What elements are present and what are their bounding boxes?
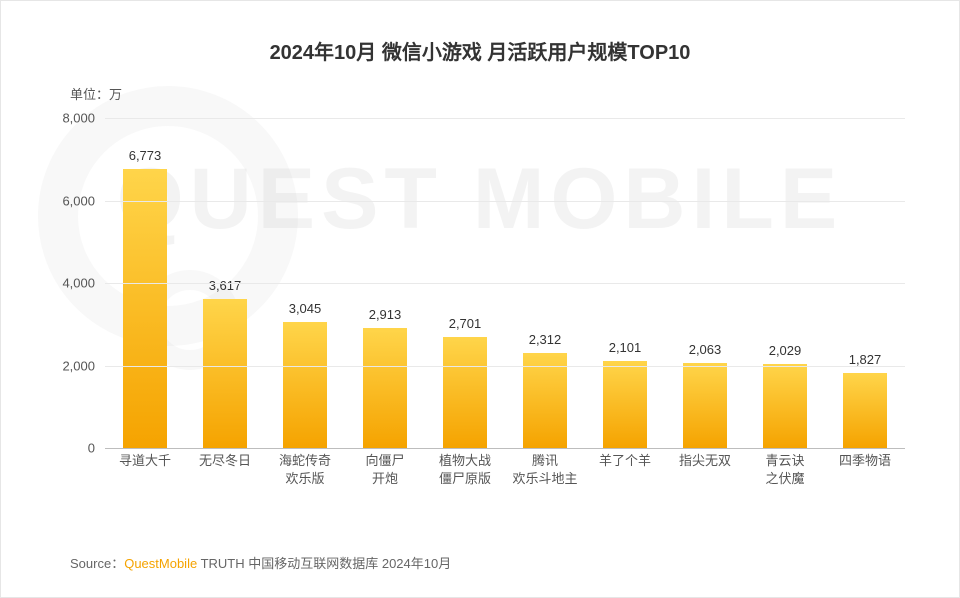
source-line: Source：QuestMobile TRUTH 中国移动互联网数据库 2024… [70,553,451,572]
x-tick-label: 寻道大千 [105,452,185,487]
x-tick-label: 四季物语 [825,452,905,487]
grid-line [105,366,905,367]
unit-label: 单位：万 [70,84,122,103]
x-tick-label: 植物大战僵尸原版 [425,452,505,487]
x-tick-label: 指尖无双 [665,452,745,487]
bar-value-label: 2,701 [443,316,487,337]
bar: 3,045 [283,322,327,448]
y-tick-label: 6,000 [62,193,95,208]
y-tick-label: 0 [88,441,95,456]
bar-value-label: 2,101 [603,340,647,361]
grid-line [105,118,905,119]
x-axis-labels: 寻道大千无尽冬日海蛇传奇欢乐版向僵尸开炮植物大战僵尸原版腾讯欢乐斗地主羊了个羊指… [105,452,905,487]
bar-value-label: 6,773 [123,148,167,169]
bar: 2,312 [523,353,567,448]
bar-value-label: 2,063 [683,342,727,363]
x-tick-label: 海蛇传奇欢乐版 [265,452,345,487]
bar: 1,827 [843,373,887,448]
x-tick-label: 无尽冬日 [185,452,265,487]
bar-value-label: 2,312 [523,332,567,353]
x-tick-label: 向僵尸开炮 [345,452,425,487]
bar: 2,063 [683,363,727,448]
source-prefix: Source： [70,556,124,571]
x-tick-label: 羊了个羊 [585,452,665,487]
chart-title: 2024年10月 微信小游戏 月活跃用户规模TOP10 [0,36,960,65]
source-rest: TRUTH 中国移动互联网数据库 2024年10月 [197,556,451,571]
x-tick-label: 青云诀之伏魔 [745,452,825,487]
y-tick-label: 4,000 [62,276,95,291]
bar-value-label: 1,827 [843,352,887,373]
bar-value-label: 2,029 [763,343,807,364]
x-tick-label: 腾讯欢乐斗地主 [505,452,585,487]
grid-line [105,201,905,202]
bar-value-label: 2,913 [363,307,407,328]
bar-value-label: 3,045 [283,301,327,322]
y-tick-label: 2,000 [62,358,95,373]
y-tick-label: 8,000 [62,111,95,126]
source-brand: QuestMobile [124,556,197,571]
plot-area: 6,773 3,617 3,045 2,913 2,701 2,312 2,101 2,063… [105,118,905,448]
grid-line [105,283,905,284]
bar: 2,029 [763,364,807,448]
grid-line [105,448,905,449]
bar: 3,617 [203,299,247,448]
bar: 2,701 [443,337,487,448]
bar: 6,773 [123,169,167,448]
bar: 2,913 [363,328,407,448]
bar: 2,101 [603,361,647,448]
bar-value-label: 3,617 [203,278,247,299]
